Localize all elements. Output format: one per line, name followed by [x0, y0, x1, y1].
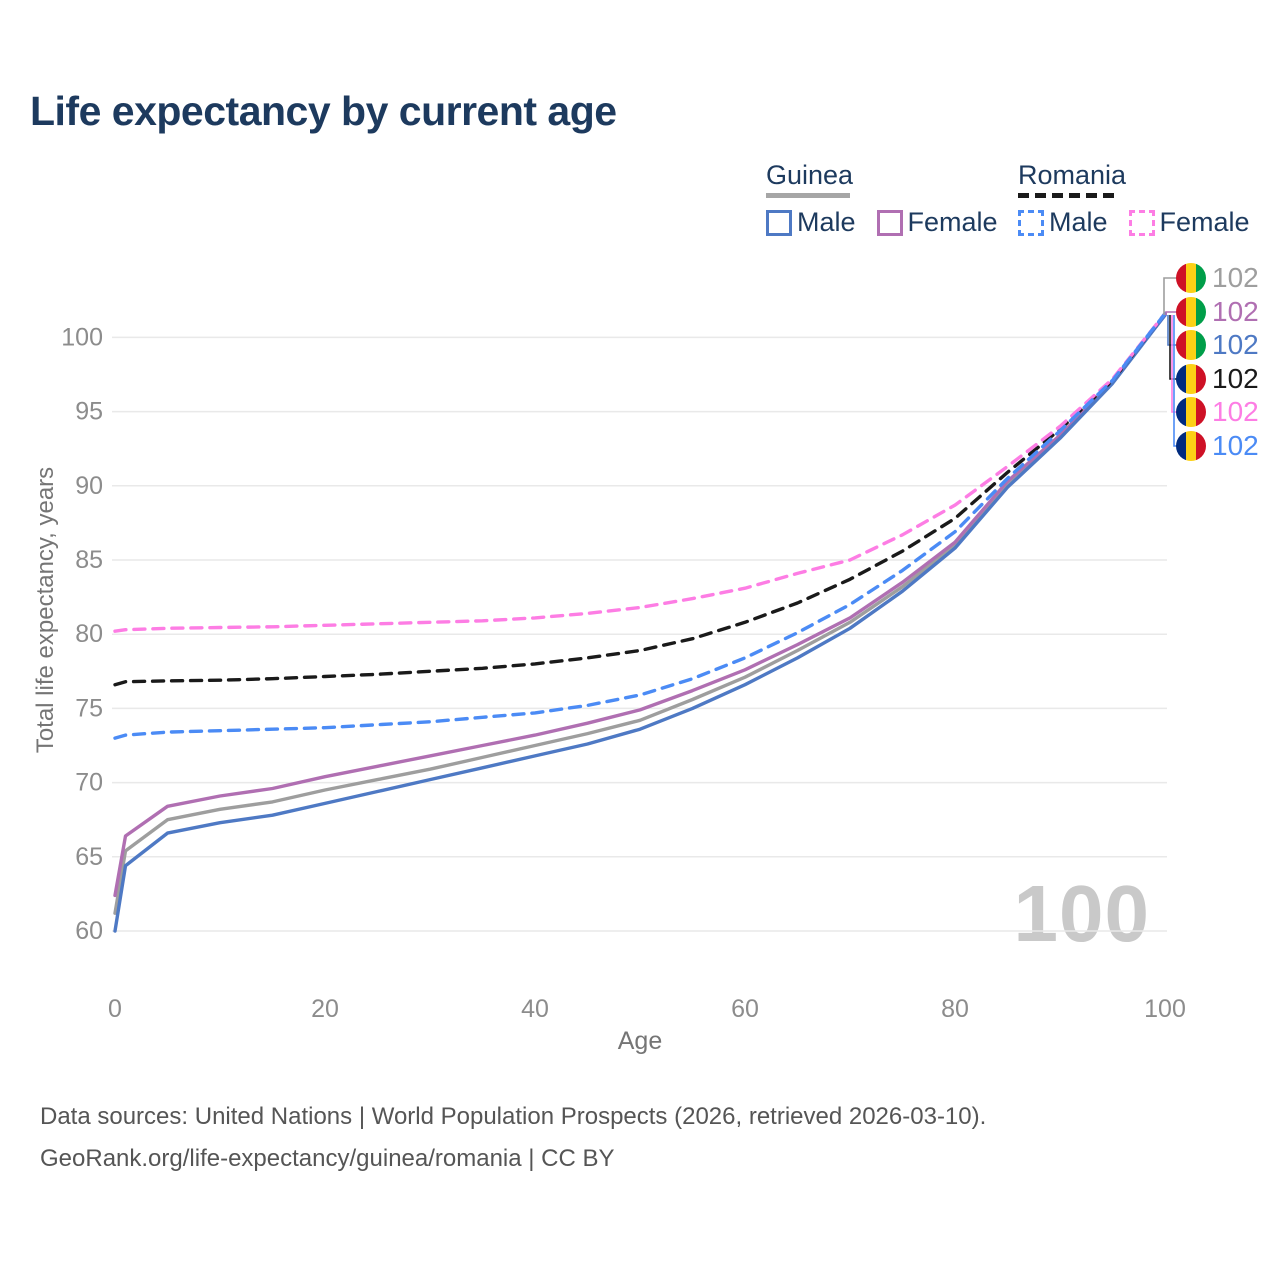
legend-group-guinea: Guinea Male Female [766, 160, 998, 238]
leader-line [1165, 311, 1177, 315]
end-value-label: 102 [1212, 430, 1259, 461]
romania-male-swatch-icon [1018, 209, 1044, 236]
guinea-line-style-swatch [766, 193, 850, 198]
page-title: Life expectancy by current age [30, 88, 617, 134]
end-value-label: 102 [1212, 262, 1259, 293]
data-source-line: Data sources: United Nations | World Pop… [40, 1103, 987, 1130]
y-tick-label: 60 [75, 917, 103, 945]
attribution-line: GeoRank.org/life-expectancy/guinea/roman… [40, 1145, 615, 1172]
legend-country-guinea[interactable]: Guinea [766, 160, 854, 190]
x-tick-label: 100 [1144, 995, 1186, 1023]
legend-label: Male [797, 207, 856, 237]
series-line-guinea-both-sexes[interactable] [113, 313, 1167, 915]
y-tick-label: 70 [75, 769, 103, 797]
legend-items-guinea: Male Female [766, 207, 998, 238]
end-value-label: 102 [1212, 329, 1259, 360]
flag-icon-romania [1176, 397, 1206, 427]
flag-icon-guinea [1176, 263, 1206, 293]
y-tick-label: 100 [61, 323, 103, 351]
end-value-label: 102 [1212, 363, 1259, 394]
y-tick-label: 75 [75, 694, 103, 722]
legend-country-romania[interactable]: Romania [1018, 160, 1127, 190]
romania-line-style-swatch [1018, 193, 1119, 198]
leader-line [1171, 315, 1177, 413]
legend-items-romania: Male Female [1018, 207, 1250, 238]
flag-icon-romania [1176, 431, 1206, 461]
flag-icon-romania [1176, 364, 1206, 394]
x-tick-label: 80 [941, 995, 969, 1023]
legend-item-romania-female[interactable]: Female [1128, 207, 1250, 238]
legend-label: Female [1159, 207, 1250, 237]
y-tick-label: 90 [75, 472, 103, 500]
footer: Data sources: United Nations | World Pop… [40, 1096, 986, 1180]
x-tick-label: 60 [731, 995, 759, 1023]
y-tick-label: 65 [75, 843, 103, 871]
legend-label: Female [907, 207, 998, 237]
series-line-romania-female[interactable] [113, 312, 1167, 633]
end-value-label: 102 [1212, 296, 1259, 327]
end-value-label: 102 [1212, 396, 1259, 427]
y-tick-label: 80 [75, 620, 103, 648]
x-axis-title: Age [617, 1027, 663, 1055]
series-line-romania-male[interactable] [113, 312, 1167, 740]
series-line-guinea-male[interactable] [113, 313, 1167, 933]
romania-female-swatch-icon [1128, 209, 1155, 236]
legend-item-guinea-male[interactable]: Male [766, 207, 856, 238]
x-tick-label: 20 [311, 995, 339, 1023]
age-counter-watermark: 100 [1013, 869, 1150, 958]
flag-icon-guinea [1176, 330, 1206, 360]
guinea-female-swatch-icon [876, 209, 903, 236]
x-tick-label: 40 [521, 995, 549, 1023]
legend-label: Male [1049, 207, 1108, 237]
legend-item-romania-male[interactable]: Male [1018, 207, 1108, 238]
legend-group-romania: Romania Male Female [1018, 160, 1250, 238]
y-tick-label: 85 [75, 546, 103, 574]
series-line-romania-both-sexes[interactable] [113, 312, 1167, 687]
series-line-guinea-female[interactable] [113, 313, 1167, 898]
guinea-male-swatch-icon [766, 209, 792, 236]
flag-icon-guinea [1176, 297, 1206, 327]
x-tick-label: 0 [108, 995, 122, 1023]
legend-item-guinea-female[interactable]: Female [876, 207, 998, 238]
leader-line [1163, 277, 1177, 315]
y-tick-label: 95 [75, 398, 103, 426]
